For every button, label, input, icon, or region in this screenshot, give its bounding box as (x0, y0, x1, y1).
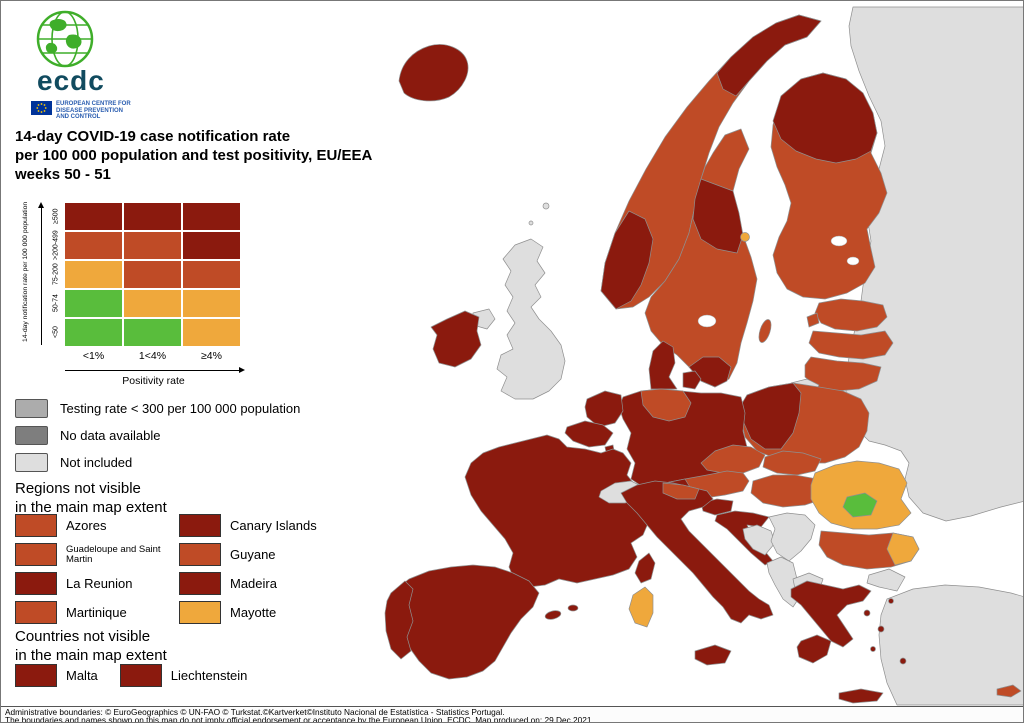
map-country-latvia (808, 330, 894, 360)
map-region-turkey-europe (866, 568, 906, 592)
map-region-norway-north (716, 14, 822, 97)
map-region-bulgaria-east (886, 532, 920, 566)
map-region-germany-north (640, 388, 692, 422)
map-islands-aegean (863, 598, 907, 665)
map-country-denmark (648, 340, 678, 390)
map-country-greece (790, 580, 872, 648)
map-region-denmark-islands (682, 370, 702, 390)
europe-map (384, 6, 1023, 706)
map-country-united-kingdom (496, 238, 566, 400)
map-country-france (464, 434, 650, 588)
map-country-slovakia (762, 450, 822, 476)
map-region-peloponnese (796, 634, 832, 664)
map-island-sicily (694, 644, 732, 666)
map-region-sweden-south (688, 356, 732, 388)
map-region-norway-south (600, 210, 654, 310)
map-island-corsica (634, 552, 656, 584)
map-island-saaremaa (806, 312, 820, 328)
map-region-sweden-central (692, 178, 744, 254)
map-country-estonia (814, 298, 888, 332)
map-lakes (697, 235, 860, 328)
map-country-belgium (564, 420, 614, 448)
map-island-gotland (758, 319, 772, 343)
map-country-turkey (878, 584, 1023, 706)
map-region-italy-northeast (662, 482, 700, 500)
footer-line-1: Administrative boundaries: © EuroGeograp… (5, 707, 505, 717)
map-country-ireland (430, 310, 482, 368)
footer-line-2: The boundaries and names shown on this m… (5, 715, 592, 723)
map-islands-shetland (528, 202, 550, 226)
map-country-slovenia (700, 498, 734, 516)
map-country-czechia (700, 444, 766, 474)
map-country-bosnia (742, 524, 776, 556)
map-country-italy (620, 480, 774, 624)
map-region-romania-green (842, 492, 878, 518)
map-region-finland-north (772, 72, 878, 164)
map-country-iceland (398, 44, 469, 102)
map-country-netherlands (584, 390, 624, 428)
map-country-lithuania (804, 356, 882, 392)
map-region-stockholm (740, 232, 750, 242)
map-island-crete (838, 688, 884, 704)
map-islands-balearic (544, 604, 579, 620)
map-country-portugal (384, 580, 414, 660)
map-country-cyprus (996, 684, 1022, 698)
map-country-serbia (768, 512, 816, 562)
map-footer: Administrative boundaries: © EuroGeograp… (1, 706, 1023, 723)
map-island-sardinia (628, 586, 654, 628)
